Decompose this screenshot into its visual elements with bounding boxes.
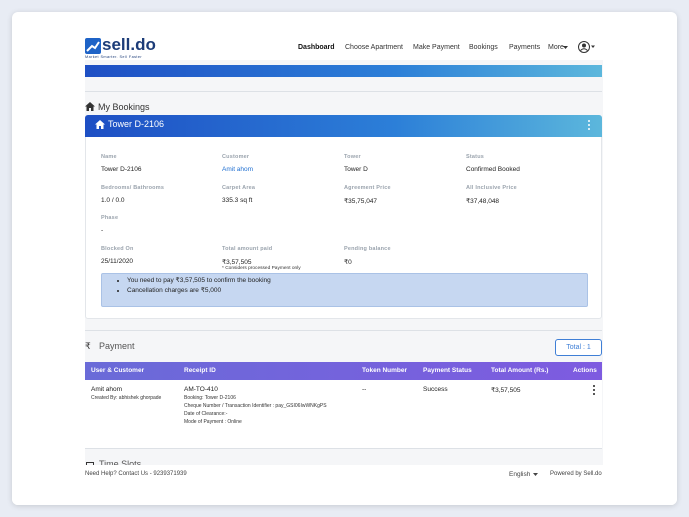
divider — [85, 91, 602, 92]
home-icon — [95, 120, 105, 129]
logo-icon — [85, 38, 101, 54]
footer — [12, 465, 677, 505]
field-label: Agreement Price — [344, 185, 391, 191]
section-title: My Bookings — [98, 102, 150, 112]
column-header: User & Customer — [91, 367, 145, 374]
field-value: 1.0 / 0.0 — [101, 197, 125, 204]
receipt-detail: Date of Clearance:- — [184, 411, 228, 417]
home-icon — [85, 102, 95, 111]
card-title: Tower D-2106 — [108, 119, 165, 129]
section-title: Time Slots — [99, 459, 142, 469]
divider — [85, 330, 602, 331]
banner — [85, 65, 602, 77]
logo: sell.do — [102, 35, 156, 54]
column-header: Payment Status — [423, 367, 472, 374]
field-label: Carpet Area — [222, 185, 256, 191]
caret — [533, 473, 538, 476]
field-label: Pending balance — [344, 246, 391, 252]
nav-link[interactable]: Dashboard — [298, 44, 335, 51]
field-value: ₹35,75,047 — [344, 198, 378, 205]
column-header: Token Number — [362, 367, 408, 374]
receipt-detail: Cheque Number / Transaction Identifier :… — [184, 403, 327, 409]
field-label: Total amount paid — [222, 246, 273, 252]
app-window: sell.do Market Smarter. Sell Faster Dash… — [12, 12, 677, 505]
field-value: 335.3 sq ft — [222, 197, 253, 204]
column-header: Receipt ID — [184, 367, 216, 374]
receipt-detail: Booking: Tower D-2106 — [184, 395, 236, 401]
tagline: Market Smarter. Sell Faster — [85, 55, 143, 59]
column-header: Total Amount (Rs.) — [491, 367, 549, 374]
field-value: ₹0 — [344, 259, 352, 266]
field-label: All Inclusive Price — [466, 185, 517, 191]
receipt-id: AM-TO-410 — [184, 386, 218, 393]
kebab-menu[interactable] — [587, 119, 591, 131]
info-item: Cancellation charges are ₹5,000 — [127, 286, 271, 296]
user-link[interactable]: Amit ahom — [91, 386, 123, 393]
nav-link[interactable]: More — [548, 44, 564, 51]
created-by: Created By: abhishek ghorpade — [91, 395, 162, 401]
powered-by: Powered by Sell.do — [550, 471, 602, 477]
field-label: Name — [101, 154, 117, 160]
info-box — [101, 273, 588, 307]
note: * Considers processed Payment only — [222, 266, 301, 271]
field-value: 25/11/2020 — [101, 258, 134, 265]
help-text: Need Help? Contact Us - 9239371939 — [85, 471, 187, 477]
language-select[interactable]: English — [509, 471, 531, 478]
table-header — [85, 362, 602, 380]
field-label: Status — [466, 154, 485, 160]
info-item: You need to pay ₹3,57,505 to confirm the… — [127, 276, 271, 286]
field-label: Bedrooms/ Bathrooms — [101, 185, 165, 191]
field-value: - — [101, 227, 104, 234]
field-value: Confirmed Booked — [466, 166, 520, 173]
field-label: Tower — [344, 154, 361, 160]
table-row — [85, 380, 602, 448]
nav-link[interactable]: Payments — [509, 44, 541, 51]
field-value[interactable]: Amit ahom — [222, 166, 254, 173]
info-list: You need to pay ₹3,57,505 to confirm the… — [115, 276, 271, 296]
kebab-menu[interactable] — [592, 384, 596, 396]
nav-link[interactable]: Bookings — [469, 44, 498, 51]
divider — [85, 448, 602, 449]
section-title: Payment — [99, 341, 135, 351]
field-label: Phase — [101, 215, 119, 221]
user-menu[interactable] — [577, 40, 597, 54]
field-label: Customer — [222, 154, 250, 160]
field-value: ₹37,48,048 — [466, 198, 500, 205]
nav-link[interactable]: Make Payment — [413, 44, 460, 51]
token: -- — [362, 386, 367, 393]
field-value: Tower D-2106 — [101, 166, 142, 173]
card-header — [85, 115, 602, 137]
field-value: Tower D — [344, 166, 368, 173]
nav-link[interactable]: Choose Apartment — [345, 44, 403, 51]
amount: ₹3,57,505 — [491, 387, 521, 394]
field-value: ₹3,57,505 — [222, 259, 252, 266]
caret — [563, 46, 568, 49]
field-label: Blocked On — [101, 246, 134, 252]
total-badge[interactable]: Total : 1 — [555, 339, 602, 356]
receipt-detail: Mode of Payment : Online — [184, 419, 242, 425]
status: Success — [423, 386, 448, 393]
payment-icon: ₹ — [85, 341, 91, 351]
column-header: Actions — [573, 367, 597, 374]
